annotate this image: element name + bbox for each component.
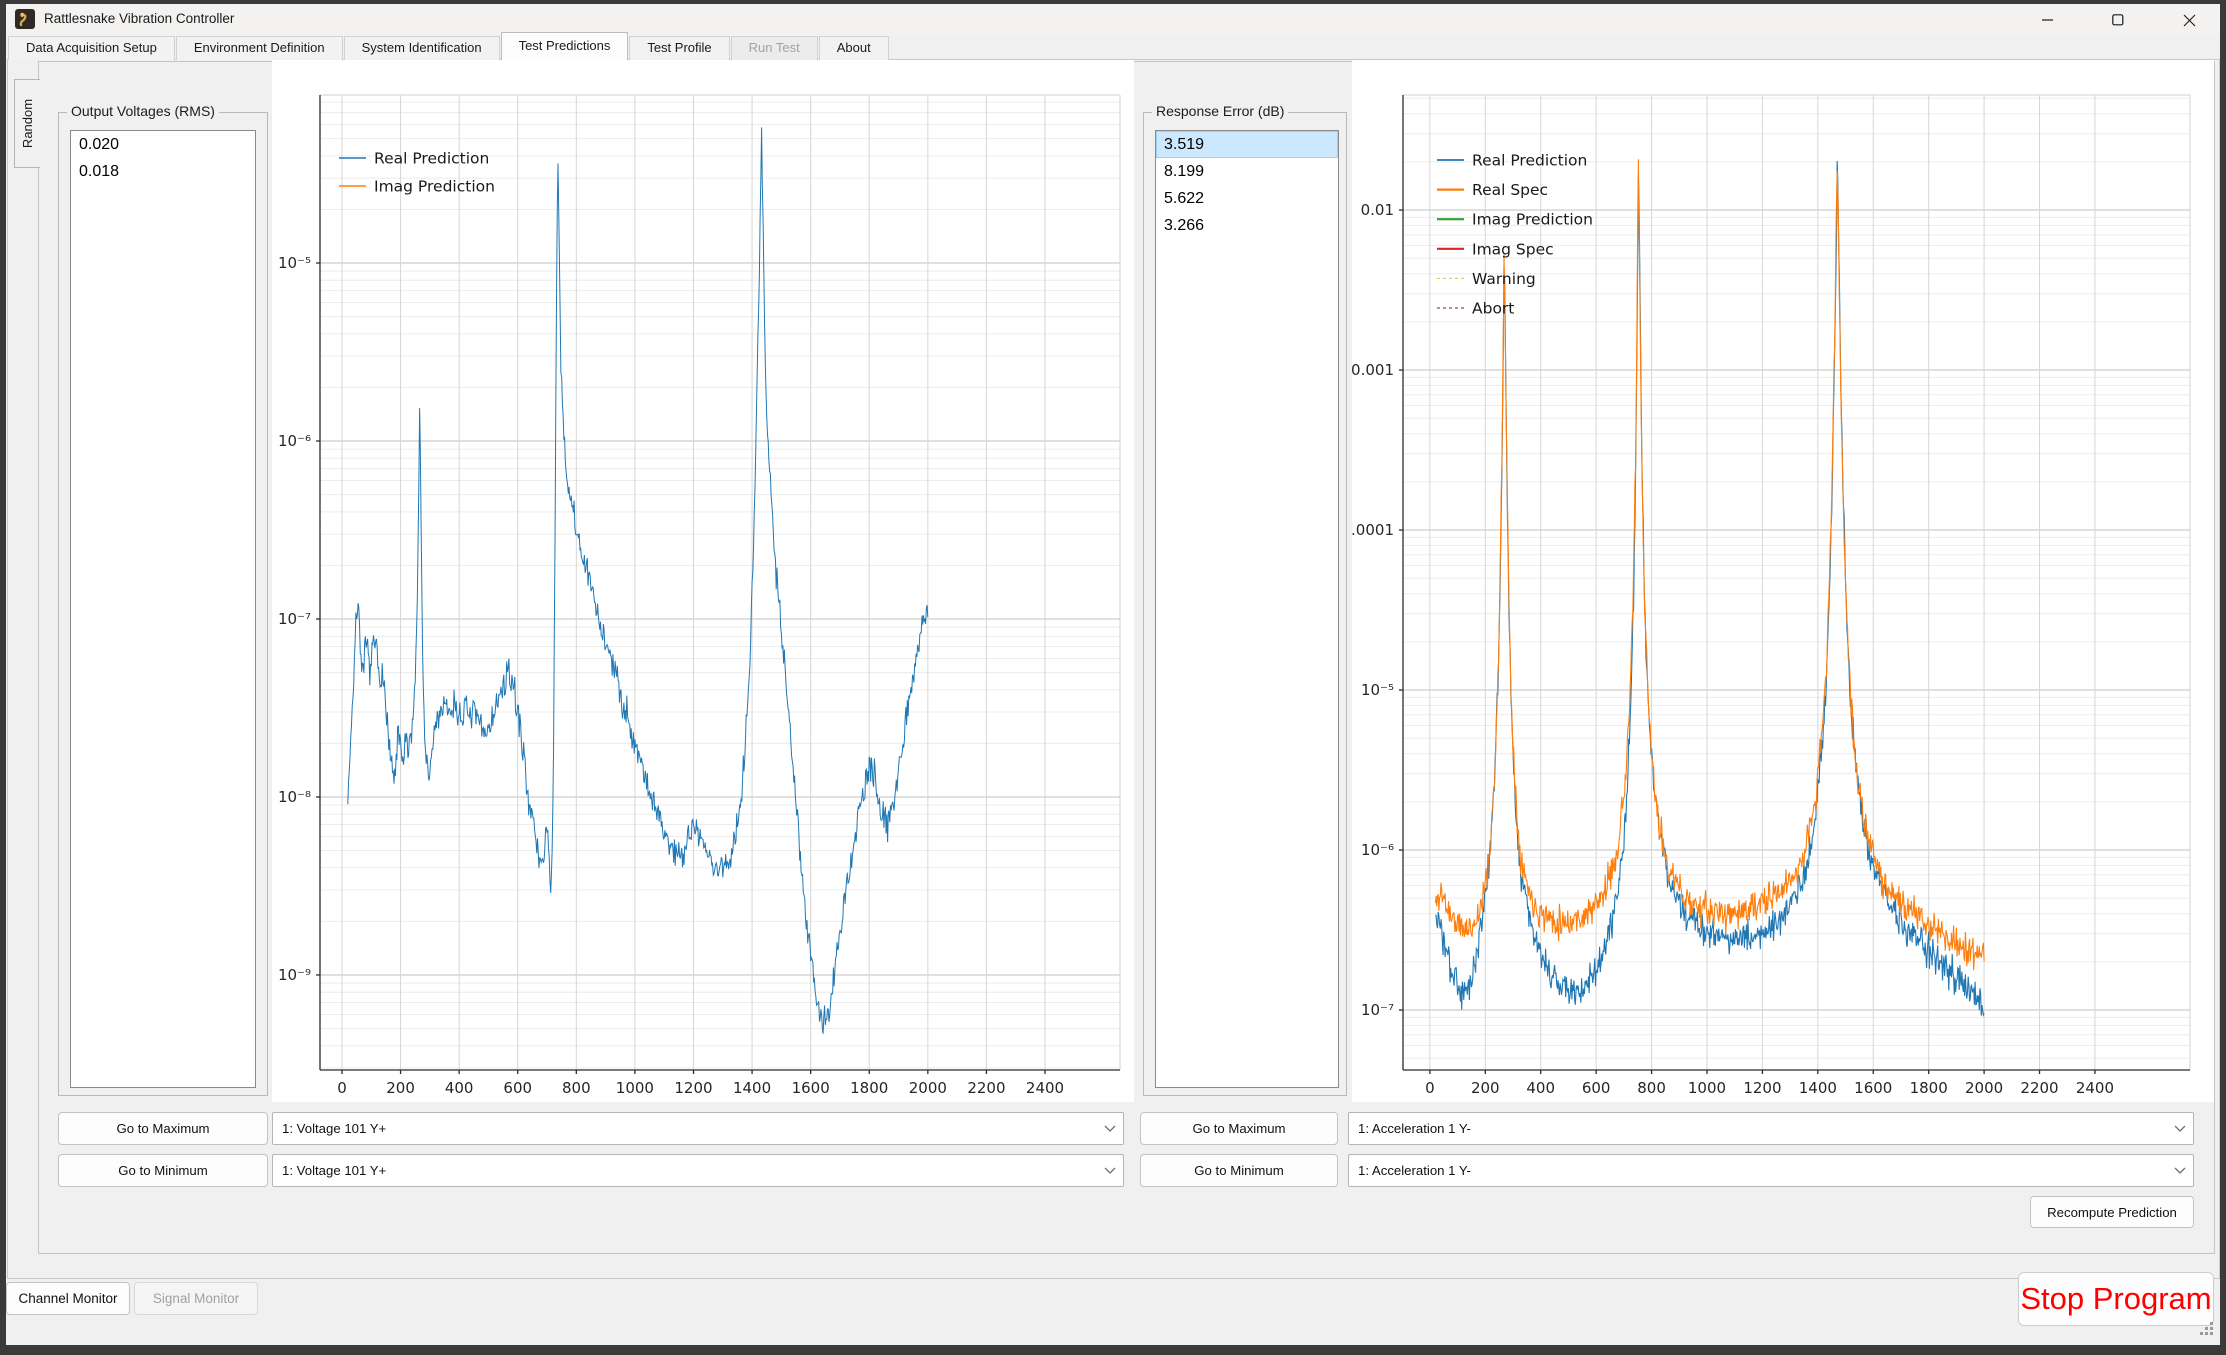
list-item[interactable]: 3.266 xyxy=(1156,212,1338,239)
svg-text:Imag Prediction: Imag Prediction xyxy=(374,178,495,196)
left-minimum-channel-select[interactable]: 1: Voltage 101 Y+ xyxy=(272,1154,1124,1187)
main-tab-bar: Data Acquisition Setup Environment Defin… xyxy=(8,33,890,60)
svg-text:Real Prediction: Real Prediction xyxy=(374,150,489,168)
channel-monitor-button[interactable]: Channel Monitor xyxy=(6,1282,130,1315)
svg-text:0.01: 0.01 xyxy=(1361,201,1394,219)
svg-text:10⁻⁸: 10⁻⁸ xyxy=(278,788,311,806)
rattlesnake-logo-icon xyxy=(15,9,35,29)
svg-text:10⁻⁷: 10⁻⁷ xyxy=(1361,1001,1394,1019)
minimize-icon xyxy=(2042,14,2054,26)
tab-random-label: Random xyxy=(20,99,35,148)
resize-grip-icon[interactable] xyxy=(2200,1322,2214,1336)
svg-text:2400: 2400 xyxy=(1026,1079,1064,1097)
application-window: Rattlesnake Vibration Controller Data Ac… xyxy=(0,0,2226,1355)
right-maximum-channel-select[interactable]: 1: Acceleration 1 Y- xyxy=(1348,1112,2194,1145)
left-maximum-channel-select[interactable]: 1: Voltage 101 Y+ xyxy=(272,1112,1124,1145)
svg-text:10⁻⁶: 10⁻⁶ xyxy=(278,432,311,450)
tab-test-profile[interactable]: Test Profile xyxy=(629,36,729,60)
minimize-button[interactable] xyxy=(2019,4,2077,36)
output-voltages-title: Output Voltages (RMS) xyxy=(67,103,219,119)
svg-text:600: 600 xyxy=(1582,1079,1611,1097)
response-error-title: Response Error (dB) xyxy=(1152,103,1288,119)
maximize-icon xyxy=(2112,14,2124,26)
right-go-to-minimum-button[interactable]: Go to Minimum xyxy=(1140,1154,1338,1187)
prediction-chart: 10⁻⁵ 10⁻⁶ 10⁻⁷ 10⁻⁸ 10⁻⁹ 0 200 400 600 800 1000 120… xyxy=(272,60,1134,1102)
output-voltages-list[interactable]: 0.020 0.018 xyxy=(70,130,256,1088)
svg-text:200: 200 xyxy=(1471,1079,1500,1097)
list-item-selected[interactable]: 3.519 xyxy=(1156,131,1338,158)
list-item[interactable]: 8.199 xyxy=(1156,158,1338,185)
svg-text:1200: 1200 xyxy=(674,1079,712,1097)
svg-text:10⁻⁷: 10⁻⁷ xyxy=(278,610,311,628)
svg-text:Abort: Abort xyxy=(1472,300,1514,318)
svg-text:1000: 1000 xyxy=(616,1079,654,1097)
svg-text:800: 800 xyxy=(562,1079,591,1097)
list-item[interactable]: 0.020 xyxy=(71,131,255,158)
chevron-down-icon xyxy=(1097,1167,1123,1175)
close-button[interactable] xyxy=(2159,4,2220,36)
svg-text:10⁻⁶: 10⁻⁶ xyxy=(1361,841,1394,859)
tab-run-test: Run Test xyxy=(731,36,818,60)
window-title: Rattlesnake Vibration Controller xyxy=(44,11,234,26)
svg-text:800: 800 xyxy=(1637,1079,1666,1097)
right-minimum-channel-value: 1: Acceleration 1 Y- xyxy=(1349,1163,2167,1178)
response-error-list[interactable]: 3.519 8.199 5.622 3.266 xyxy=(1155,130,1339,1088)
svg-text:0: 0 xyxy=(337,1079,347,1097)
svg-text:Warning: Warning xyxy=(1472,270,1536,288)
signal-monitor-button: Signal Monitor xyxy=(134,1282,258,1315)
svg-text:400: 400 xyxy=(1526,1079,1555,1097)
right-maximum-channel-value: 1: Acceleration 1 Y- xyxy=(1349,1121,2167,1136)
svg-text:10⁻⁵: 10⁻⁵ xyxy=(1361,681,1394,699)
svg-text:10⁻⁹: 10⁻⁹ xyxy=(278,966,311,984)
tab-data-acquisition-setup[interactable]: Data Acquisition Setup xyxy=(8,36,175,60)
svg-text:Imag Prediction: Imag Prediction xyxy=(1472,211,1593,229)
svg-text:600: 600 xyxy=(503,1079,532,1097)
svg-text:Imag Spec: Imag Spec xyxy=(1472,240,1554,258)
tab-system-identification[interactable]: System Identification xyxy=(344,36,500,60)
tab-random-vertical[interactable]: Random xyxy=(14,79,40,168)
svg-text:2200: 2200 xyxy=(2020,1079,2058,1097)
svg-text:2200: 2200 xyxy=(967,1079,1005,1097)
svg-text:1200: 1200 xyxy=(1743,1079,1781,1097)
stop-program-button[interactable]: Stop Program xyxy=(2018,1272,2214,1326)
svg-text:10⁻⁵: 10⁻⁵ xyxy=(278,254,311,272)
svg-text:0.0001: 0.0001 xyxy=(1352,521,1394,539)
svg-text:2400: 2400 xyxy=(2076,1079,2114,1097)
svg-text:200: 200 xyxy=(386,1079,415,1097)
chevron-down-icon xyxy=(1097,1125,1123,1133)
left-minimum-channel-value: 1: Voltage 101 Y+ xyxy=(273,1163,1097,1178)
right-go-to-maximum-button[interactable]: Go to Maximum xyxy=(1140,1112,1338,1145)
svg-text:1800: 1800 xyxy=(850,1079,888,1097)
left-go-to-minimum-button[interactable]: Go to Minimum xyxy=(58,1154,268,1187)
svg-text:1400: 1400 xyxy=(733,1079,771,1097)
list-item[interactable]: 0.018 xyxy=(71,158,255,185)
title-bar xyxy=(6,4,2220,36)
maximize-button[interactable] xyxy=(2089,4,2147,36)
svg-text:2000: 2000 xyxy=(1965,1079,2003,1097)
svg-text:1400: 1400 xyxy=(1799,1079,1837,1097)
svg-text:1600: 1600 xyxy=(792,1079,830,1097)
tab-environment-definition[interactable]: Environment Definition xyxy=(176,36,343,60)
tab-about[interactable]: About xyxy=(819,36,889,60)
close-icon xyxy=(2183,14,2196,27)
chevron-down-icon xyxy=(2167,1167,2193,1175)
left-maximum-channel-value: 1: Voltage 101 Y+ xyxy=(273,1121,1097,1136)
svg-text:Real Prediction: Real Prediction xyxy=(1472,152,1587,170)
spec-comparison-chart: 0.01 0.001 0.0001 10⁻⁵ 10⁻⁶ 10⁻⁷ 0 200 400 600 800… xyxy=(1352,60,2214,1102)
list-item[interactable]: 5.622 xyxy=(1156,185,1338,212)
svg-text:400: 400 xyxy=(445,1079,474,1097)
svg-text:Real Spec: Real Spec xyxy=(1472,181,1548,199)
svg-text:0.001: 0.001 xyxy=(1352,361,1394,379)
svg-text:1800: 1800 xyxy=(1910,1079,1948,1097)
svg-text:1600: 1600 xyxy=(1854,1079,1892,1097)
chevron-down-icon xyxy=(2167,1125,2193,1133)
svg-text:2000: 2000 xyxy=(909,1079,947,1097)
left-go-to-maximum-button[interactable]: Go to Maximum xyxy=(58,1112,268,1145)
recompute-prediction-button[interactable]: Recompute Prediction xyxy=(2030,1196,2194,1228)
tab-test-predictions[interactable]: Test Predictions xyxy=(501,32,629,60)
svg-text:0: 0 xyxy=(1425,1079,1435,1097)
right-minimum-channel-select[interactable]: 1: Acceleration 1 Y- xyxy=(1348,1154,2194,1187)
svg-text:1000: 1000 xyxy=(1688,1079,1726,1097)
